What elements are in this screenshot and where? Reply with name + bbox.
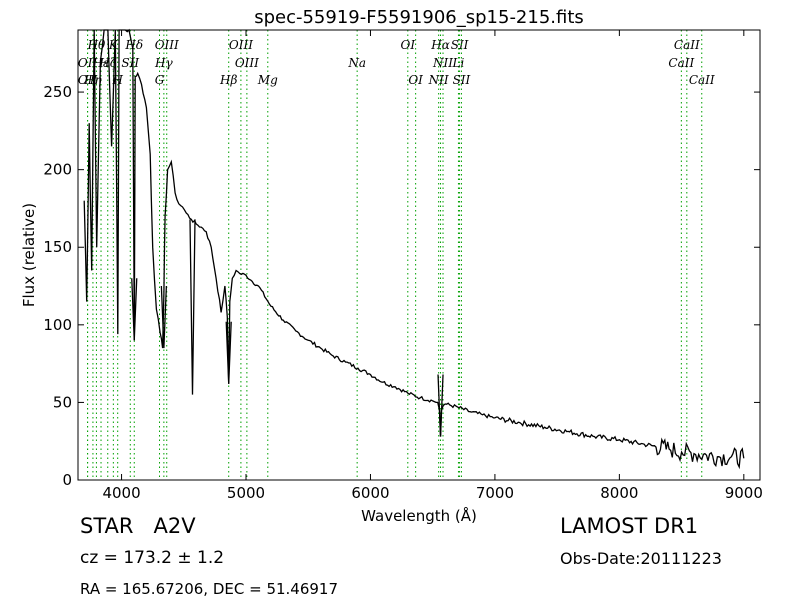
line-marker-label: Li: [452, 56, 465, 70]
line-marker-label: Na: [347, 56, 366, 70]
line-marker-label: Hα: [430, 38, 450, 52]
y-tick-label: 250: [43, 83, 72, 101]
line-marker-label: K: [108, 38, 119, 52]
line-marker-label: OIII: [155, 38, 179, 52]
y-tick-label: 100: [43, 316, 72, 334]
line-marker-label: SII: [451, 38, 469, 52]
absorption-dip: [225, 321, 232, 384]
x-axis-label: Wavelength (Å): [361, 506, 477, 525]
line-marker-label: Hβ: [219, 73, 237, 87]
x-tick-label: 5000: [227, 484, 265, 502]
chart-title: spec-55919-F5591906_sp15-215.fits: [254, 7, 584, 28]
y-tick-label: 50: [53, 393, 72, 411]
observation-date-label: Obs-Date:20111223: [560, 549, 722, 568]
object-class-label: STAR A2V: [80, 514, 196, 538]
line-marker-label: OI: [401, 38, 416, 52]
coordinates-label: RA = 165.67206, DEC = 51.46917: [80, 580, 339, 598]
spectrum-series-line: [83, 28, 745, 470]
absorption-dip: [131, 278, 138, 341]
line-marker-label: Mg: [257, 73, 278, 87]
y-axis-label: Flux (relative): [20, 203, 38, 307]
x-tick-label: 6000: [351, 484, 389, 502]
line-marker-label: SII: [453, 73, 471, 87]
line-marker-label: OIII: [229, 38, 253, 52]
line-marker-label: G: [155, 73, 165, 87]
y-tick-label: 200: [43, 161, 72, 179]
x-tick-label: 7000: [476, 484, 514, 502]
x-tick-label: 8000: [600, 484, 638, 502]
line-marker-label: Hη: [83, 73, 102, 87]
line-marker-label: OIII: [235, 56, 259, 70]
line-marker-label: CaII: [674, 38, 700, 52]
survey-label: LAMOST DR1: [560, 514, 699, 538]
redshift-label: cz = 173.2 ± 1.2: [80, 548, 225, 568]
plot-axes: 4000 5000 6000 7000 8000 9000 0 50 100 150 200 250: [43, 30, 763, 502]
line-marker-label: NII: [428, 73, 449, 87]
line-marker-label: Hδ: [124, 38, 143, 52]
line-marker-label: NII: [432, 56, 453, 70]
absorption-dip: [189, 219, 196, 395]
y-tick-label: 150: [43, 238, 72, 256]
x-tick-label: 4000: [102, 484, 140, 502]
line-marker-label: Hγ: [154, 56, 173, 70]
line-marker-label: OI: [408, 73, 423, 87]
plot-frame: [77, 29, 761, 481]
y-tick-label: 0: [62, 471, 72, 489]
line-marker-label: CaII: [668, 56, 694, 70]
absorption-dip: [160, 286, 168, 349]
line-marker-label: SII: [121, 56, 139, 70]
absorption-dip: [437, 374, 444, 437]
x-tick-label: 9000: [725, 484, 763, 502]
line-marker-label: CaII: [689, 73, 715, 87]
